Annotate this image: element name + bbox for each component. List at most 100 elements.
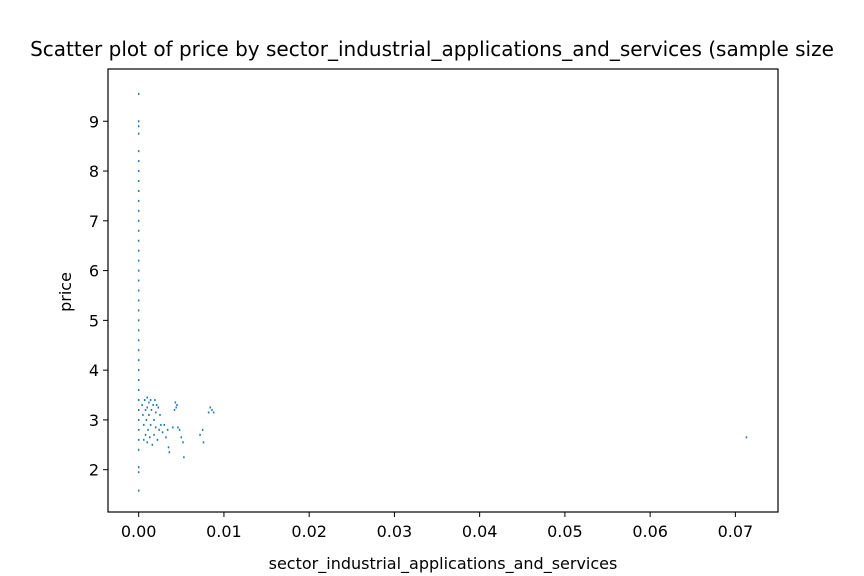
data-point	[137, 92, 140, 95]
y-tick-label: 5	[89, 311, 99, 330]
data-point	[177, 426, 179, 429]
data-point	[199, 433, 201, 436]
data-point	[137, 448, 140, 451]
data-point	[166, 428, 169, 431]
chart-title: Scatter plot of price by sector_industri…	[30, 37, 834, 61]
data-point	[172, 426, 174, 429]
data-point	[146, 396, 148, 399]
data-point	[137, 418, 140, 421]
data-point	[137, 379, 140, 382]
data-point	[146, 441, 148, 444]
data-point	[178, 428, 181, 431]
data-point	[183, 456, 185, 459]
data-point	[153, 418, 155, 421]
data-point	[153, 433, 155, 436]
plot-area-frame	[107, 68, 779, 513]
x-tick-label: 0.06	[632, 522, 668, 541]
data-point	[137, 259, 140, 262]
y-tick-label: 2	[89, 461, 99, 480]
data-point	[745, 436, 748, 439]
data-point	[137, 239, 140, 242]
data-point	[182, 441, 184, 444]
data-point	[165, 436, 167, 439]
x-tick-label: 0.05	[547, 522, 583, 541]
y-tick-label: 6	[89, 262, 99, 281]
data-point	[137, 269, 140, 272]
data-point	[149, 423, 152, 426]
y-tick-label: 3	[89, 411, 99, 430]
x-axis-ticks: 0.00 0.01 0.02 0.03 0.04 0.05 0.06 0.07	[121, 512, 753, 541]
data-point	[137, 160, 140, 163]
data-point	[168, 451, 171, 454]
data-point	[137, 179, 140, 182]
y-tick-label: 7	[89, 212, 99, 231]
data-point	[173, 408, 176, 411]
data-point	[137, 150, 140, 153]
data-point	[137, 209, 140, 212]
data-point	[212, 411, 215, 414]
x-tick-label: 0.03	[377, 522, 413, 541]
data-point	[148, 401, 150, 404]
data-point	[137, 120, 140, 123]
x-tick-label: 0.02	[291, 522, 327, 541]
data-point	[145, 418, 148, 421]
data-point	[137, 428, 140, 431]
data-point	[160, 423, 162, 426]
data-point	[167, 446, 170, 449]
y-tick-label: 4	[89, 361, 99, 380]
data-point	[137, 359, 140, 362]
data-point	[141, 403, 143, 406]
data-point	[137, 408, 140, 411]
data-point	[211, 408, 213, 411]
data-point	[137, 279, 140, 282]
data-point	[137, 170, 140, 173]
data-point	[143, 399, 146, 402]
data-point	[152, 403, 154, 406]
data-point	[174, 401, 177, 404]
data-point	[137, 339, 140, 342]
data-point	[137, 249, 140, 252]
data-point	[209, 406, 212, 409]
y-tick-label: 9	[89, 112, 99, 131]
data-point	[163, 423, 166, 426]
data-point	[161, 431, 164, 434]
data-point	[137, 489, 140, 492]
data-point	[156, 438, 159, 441]
x-axis-label: sector_industrial_applications_and_servi…	[269, 554, 618, 574]
data-point	[143, 438, 145, 441]
data-point	[151, 443, 154, 446]
data-point	[142, 413, 144, 416]
data-point	[137, 466, 140, 469]
data-point	[159, 413, 161, 416]
data-point	[137, 199, 140, 202]
data-point	[154, 426, 157, 429]
data-point	[154, 411, 157, 414]
data-point	[175, 406, 177, 409]
x-tick-label: 0.04	[462, 522, 498, 541]
data-point	[207, 411, 210, 414]
data-point	[137, 389, 140, 392]
x-tick-label: 0.01	[206, 522, 242, 541]
data-point	[137, 319, 140, 322]
data-point	[137, 349, 140, 352]
data-point	[137, 289, 140, 292]
data-point	[147, 428, 149, 431]
data-point	[176, 403, 178, 406]
data-point	[158, 428, 160, 431]
data-point	[137, 438, 140, 441]
data-point	[157, 406, 160, 409]
data-point	[137, 399, 140, 402]
data-point	[180, 436, 183, 439]
data-point	[144, 433, 147, 436]
data-point	[154, 399, 156, 402]
data-point	[148, 413, 150, 416]
data-point	[137, 132, 140, 135]
data-point	[137, 219, 140, 222]
data-point	[202, 441, 205, 444]
data-point	[201, 428, 204, 431]
data-point	[146, 406, 148, 409]
data-point	[137, 309, 140, 312]
x-tick-label: 0.00	[121, 522, 157, 541]
y-axis-ticks: 2 3 4 5 6 7 8 9	[89, 112, 108, 480]
